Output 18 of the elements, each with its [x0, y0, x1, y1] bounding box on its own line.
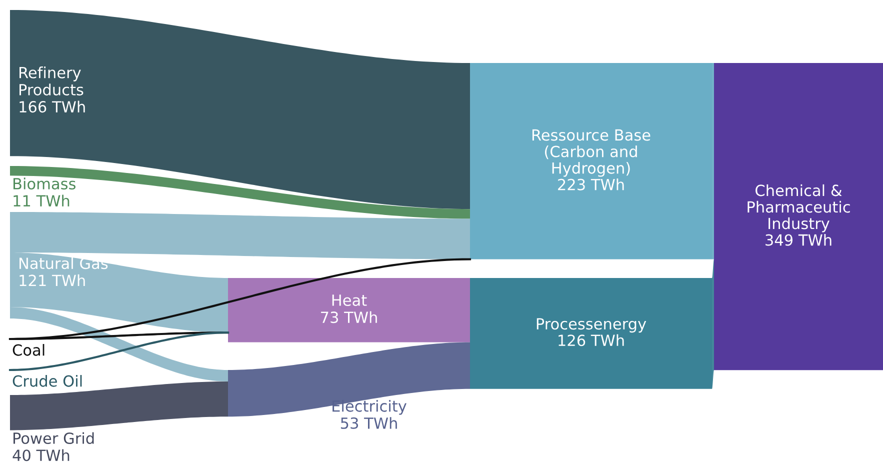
data-label: 53 TWh	[340, 417, 397, 429]
category-label: Refinery Products	[20, 66, 84, 96]
data-label: 40 TWh	[12, 449, 70, 462]
category-label: Chemical & Pharmaceutic Industry	[748, 184, 850, 232]
data-label: 73 TWh	[321, 311, 377, 324]
data-label: 166 TWh	[20, 100, 85, 113]
category-label: Crude Oil	[12, 375, 82, 387]
data-label: 126 TWh	[558, 334, 624, 346]
data-label: 121 TWh	[20, 274, 85, 286]
data-label: 11 TWh	[14, 194, 70, 206]
category-label: Processenergy	[536, 318, 646, 333]
category-label: Ressource Base (Carbon and Hydrogen)	[532, 129, 650, 177]
category-label: Power Grid	[14, 432, 94, 444]
data-label: 349 TWh	[766, 234, 832, 246]
category-label: Biomass	[14, 178, 76, 190]
category-label: Heat	[332, 294, 367, 306]
data-label: 223 TWh	[558, 178, 624, 190]
category-label: Coal	[12, 344, 44, 356]
